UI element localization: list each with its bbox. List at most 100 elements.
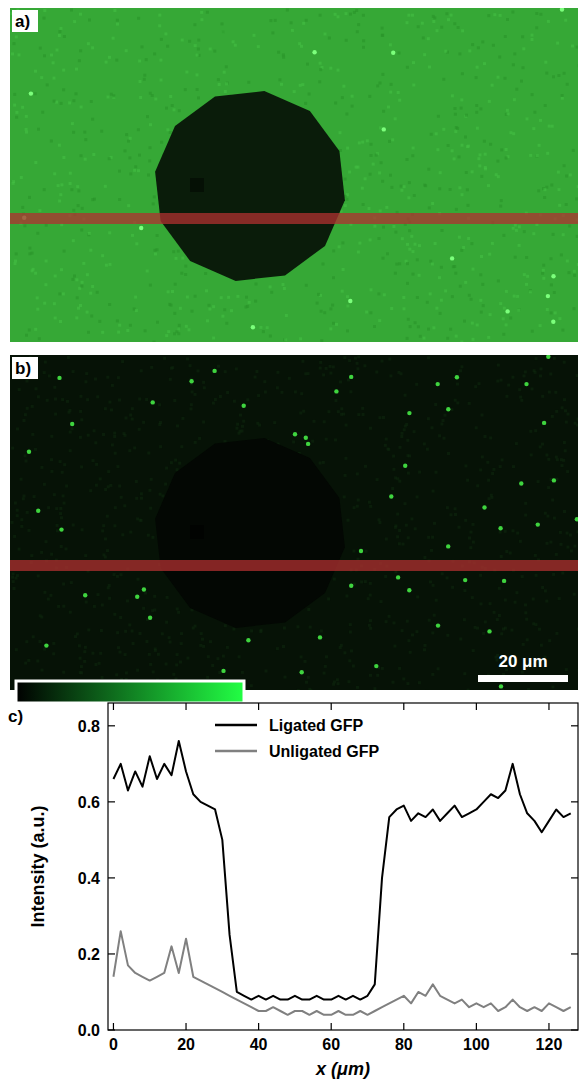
texture bbox=[158, 403, 161, 406]
texture bbox=[427, 328, 430, 331]
texture bbox=[370, 288, 373, 291]
bright-spot bbox=[349, 375, 353, 379]
texture bbox=[566, 546, 569, 549]
texture bbox=[158, 24, 161, 27]
texture bbox=[365, 550, 368, 553]
texture bbox=[395, 263, 398, 266]
texture bbox=[138, 154, 141, 157]
texture bbox=[96, 291, 99, 294]
texture bbox=[357, 355, 360, 358]
texture bbox=[80, 418, 83, 421]
texture bbox=[381, 34, 384, 37]
texture bbox=[171, 104, 174, 107]
texture bbox=[322, 263, 325, 266]
texture bbox=[133, 446, 136, 449]
texture bbox=[427, 168, 430, 171]
texture bbox=[337, 682, 340, 685]
texture bbox=[59, 193, 62, 196]
texture bbox=[399, 446, 402, 449]
texture bbox=[561, 572, 564, 575]
texture bbox=[396, 513, 399, 516]
texture bbox=[145, 58, 148, 61]
texture bbox=[179, 661, 182, 664]
texture bbox=[447, 144, 450, 147]
texture bbox=[62, 88, 65, 91]
texture bbox=[232, 628, 235, 631]
texture bbox=[23, 224, 26, 227]
texture bbox=[373, 687, 376, 690]
texture bbox=[369, 582, 372, 585]
texture bbox=[41, 111, 44, 114]
texture bbox=[328, 37, 331, 40]
texture bbox=[33, 495, 36, 498]
texture bbox=[197, 48, 200, 51]
texture bbox=[515, 88, 518, 91]
texture bbox=[264, 391, 267, 394]
texture bbox=[431, 673, 434, 676]
texture bbox=[409, 325, 412, 328]
texture bbox=[142, 421, 145, 424]
legend-swatch bbox=[215, 750, 257, 753]
texture bbox=[66, 400, 69, 403]
texture bbox=[565, 175, 568, 178]
texture bbox=[460, 107, 463, 110]
texture bbox=[451, 149, 454, 152]
texture bbox=[138, 398, 141, 401]
y-tick bbox=[108, 877, 115, 878]
texture bbox=[561, 97, 564, 100]
texture bbox=[460, 249, 463, 252]
texture bbox=[432, 326, 435, 329]
texture bbox=[119, 616, 122, 619]
texture bbox=[547, 458, 550, 461]
texture bbox=[418, 244, 421, 247]
texture bbox=[32, 635, 35, 638]
texture bbox=[444, 50, 447, 53]
texture bbox=[456, 383, 459, 386]
texture bbox=[39, 47, 42, 50]
texture bbox=[34, 92, 37, 95]
texture bbox=[556, 42, 559, 45]
texture bbox=[125, 133, 128, 136]
texture bbox=[70, 9, 73, 12]
bright-spot bbox=[403, 464, 407, 468]
texture bbox=[332, 322, 335, 325]
texture bbox=[490, 496, 493, 499]
texture bbox=[194, 441, 197, 444]
bright-spot bbox=[300, 670, 304, 674]
texture bbox=[358, 141, 361, 144]
texture bbox=[450, 408, 453, 411]
texture bbox=[398, 529, 401, 532]
texture bbox=[276, 647, 279, 650]
texture bbox=[102, 524, 105, 527]
micrograph bbox=[10, 355, 578, 690]
texture bbox=[118, 399, 121, 402]
texture bbox=[22, 497, 25, 500]
texture bbox=[498, 56, 501, 59]
texture bbox=[257, 394, 260, 397]
texture bbox=[116, 23, 119, 26]
texture bbox=[563, 398, 566, 401]
texture bbox=[389, 174, 392, 177]
texture bbox=[56, 529, 59, 532]
texture bbox=[435, 599, 438, 602]
y-tick-label: 0.6 bbox=[78, 794, 100, 811]
texture bbox=[357, 23, 360, 26]
bright-spot bbox=[221, 669, 225, 673]
texture bbox=[373, 225, 376, 228]
texture bbox=[254, 376, 257, 379]
texture bbox=[105, 61, 108, 64]
texture bbox=[45, 224, 48, 227]
texture bbox=[86, 311, 89, 314]
texture bbox=[70, 581, 73, 584]
texture bbox=[458, 52, 461, 55]
texture bbox=[117, 376, 120, 379]
texture bbox=[434, 403, 437, 406]
texture bbox=[345, 198, 348, 201]
texture bbox=[196, 73, 199, 76]
texture bbox=[13, 535, 16, 538]
texture bbox=[186, 357, 189, 360]
texture bbox=[116, 631, 119, 634]
texture bbox=[50, 553, 53, 556]
texture bbox=[569, 534, 572, 537]
texture bbox=[126, 329, 129, 332]
